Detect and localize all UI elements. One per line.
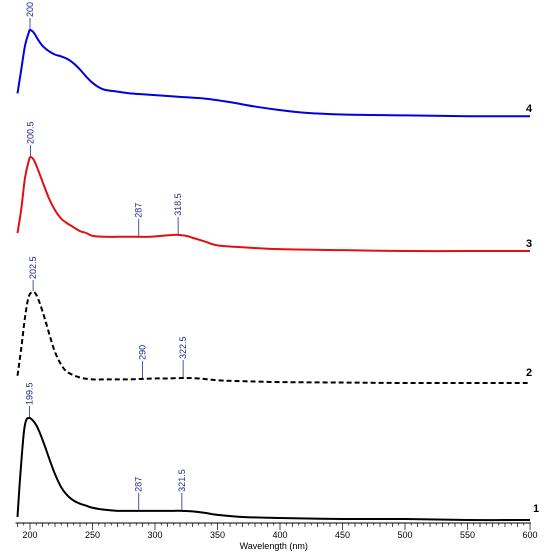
x-tick-label-500: 500 bbox=[397, 530, 412, 540]
peak-label-2-1: 290 bbox=[138, 345, 148, 360]
x-tick-label-400: 400 bbox=[272, 530, 287, 540]
peak-annotations: 200 200.5 287 318.5 202.5 290 322.5 199.5 287 321… bbox=[24, 2, 188, 510]
peak-label-3-0: 200.5 bbox=[26, 121, 36, 144]
peak-label-4-0: 200 bbox=[25, 2, 35, 17]
x-axis-ticks: 200 250 300 350 400 450 500 550 600 bbox=[17, 523, 538, 540]
x-tick-label-600: 600 bbox=[522, 530, 537, 540]
x-tick-label-200: 200 bbox=[22, 530, 37, 540]
x-tick-label-250: 250 bbox=[85, 530, 100, 540]
spectrum-curve-4 bbox=[16, 28, 531, 118]
peak-label-2-0: 202.5 bbox=[28, 256, 38, 279]
curve-id-1: 1 bbox=[533, 503, 539, 515]
peak-label-3-2: 318.5 bbox=[173, 193, 183, 216]
x-tick-label-300: 300 bbox=[147, 530, 162, 540]
curve-id-4: 4 bbox=[526, 103, 533, 115]
spectrum-curve-1 bbox=[16, 416, 531, 522]
peak-label-1-2: 321.5 bbox=[177, 469, 187, 492]
x-axis: 200 250 300 350 400 450 500 550 600 Wavelength (… bbox=[15, 522, 538, 551]
x-tick-label-450: 450 bbox=[335, 530, 350, 540]
x-axis-title: Wavelength (nm) bbox=[240, 541, 308, 551]
peak-label-1-1: 287 bbox=[134, 477, 144, 492]
curve-identifiers: 4 3 2 1 bbox=[526, 103, 539, 515]
x-tick-label-350: 350 bbox=[210, 530, 225, 540]
spectrum-curve-2 bbox=[16, 290, 530, 385]
x-tick-label-550: 550 bbox=[460, 530, 475, 540]
curve-id-2: 2 bbox=[526, 367, 532, 379]
peak-label-2-2: 322.5 bbox=[178, 336, 188, 359]
spectrum-curve-3 bbox=[16, 155, 530, 253]
spectra-curves bbox=[16, 28, 531, 522]
peak-label-1-0: 199.5 bbox=[24, 382, 34, 405]
peak-label-3-1: 287 bbox=[134, 203, 144, 218]
curve-id-3: 3 bbox=[526, 238, 532, 250]
